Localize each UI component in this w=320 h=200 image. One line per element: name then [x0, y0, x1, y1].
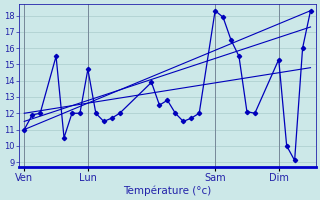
X-axis label: Température (°c): Température (°c): [123, 185, 212, 196]
